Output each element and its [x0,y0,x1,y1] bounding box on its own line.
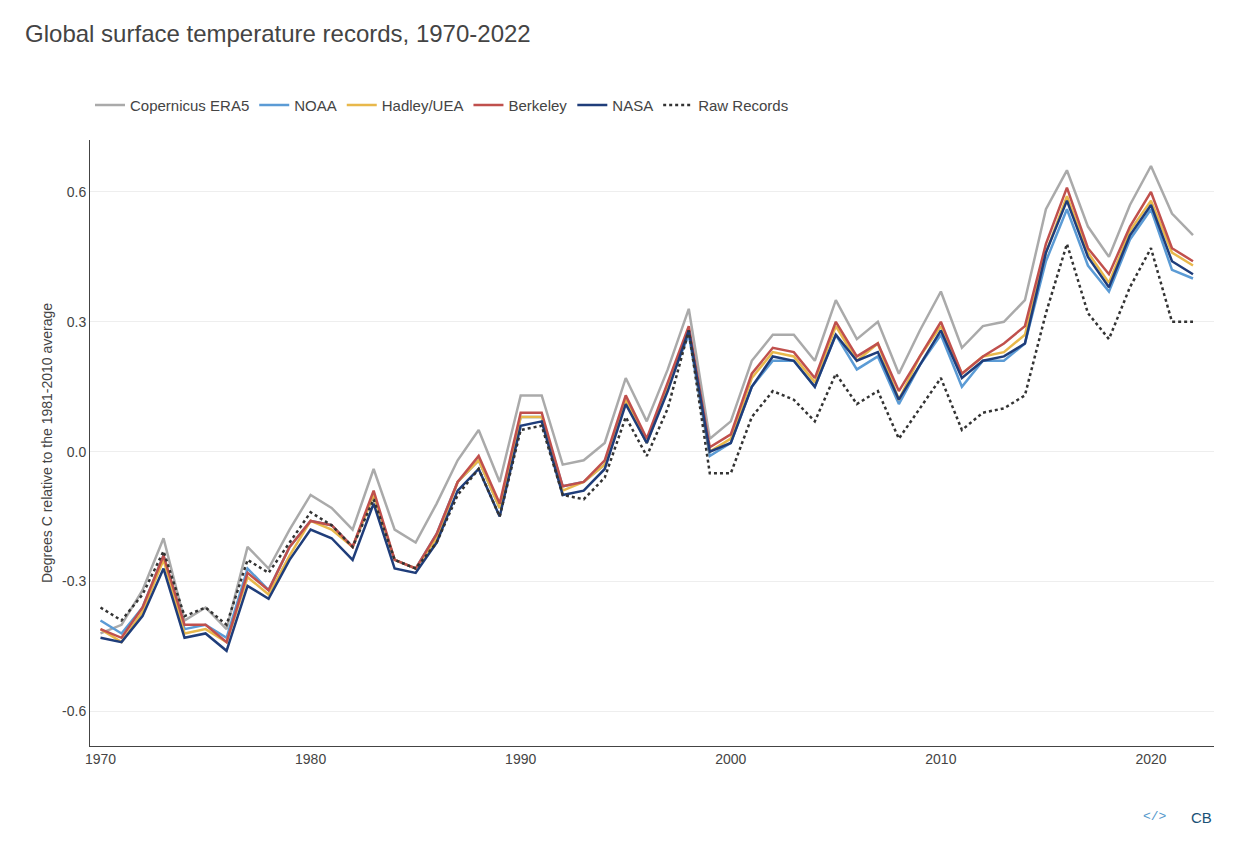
svg-text:1970: 1970 [85,751,116,767]
svg-text:-0.6: -0.6 [62,703,86,719]
svg-text:0.6: 0.6 [67,184,87,200]
svg-text:Copernicus ERA5: Copernicus ERA5 [130,97,249,114]
svg-text:NASA: NASA [612,97,653,114]
svg-text:CB: CB [1191,809,1212,826]
svg-text:0.3: 0.3 [67,314,87,330]
svg-text:2000: 2000 [715,751,746,767]
svg-text:0.0: 0.0 [67,444,87,460]
svg-text:Raw Records: Raw Records [698,97,788,114]
svg-text:2010: 2010 [925,751,956,767]
svg-text:1990: 1990 [505,751,536,767]
svg-text:1980: 1980 [295,751,326,767]
svg-text:</>: </> [1143,809,1167,824]
svg-text:-0.3: -0.3 [62,573,86,589]
svg-text:2020: 2020 [1135,751,1166,767]
svg-text:Berkeley: Berkeley [508,97,567,114]
svg-text:Global surface temperature rec: Global surface temperature records, 1970… [25,20,531,47]
svg-text:Degrees C relative to the 1981: Degrees C relative to the 1981-2010 aver… [39,303,55,583]
svg-text:NOAA: NOAA [294,97,337,114]
svg-text:Hadley/UEA: Hadley/UEA [382,97,464,114]
